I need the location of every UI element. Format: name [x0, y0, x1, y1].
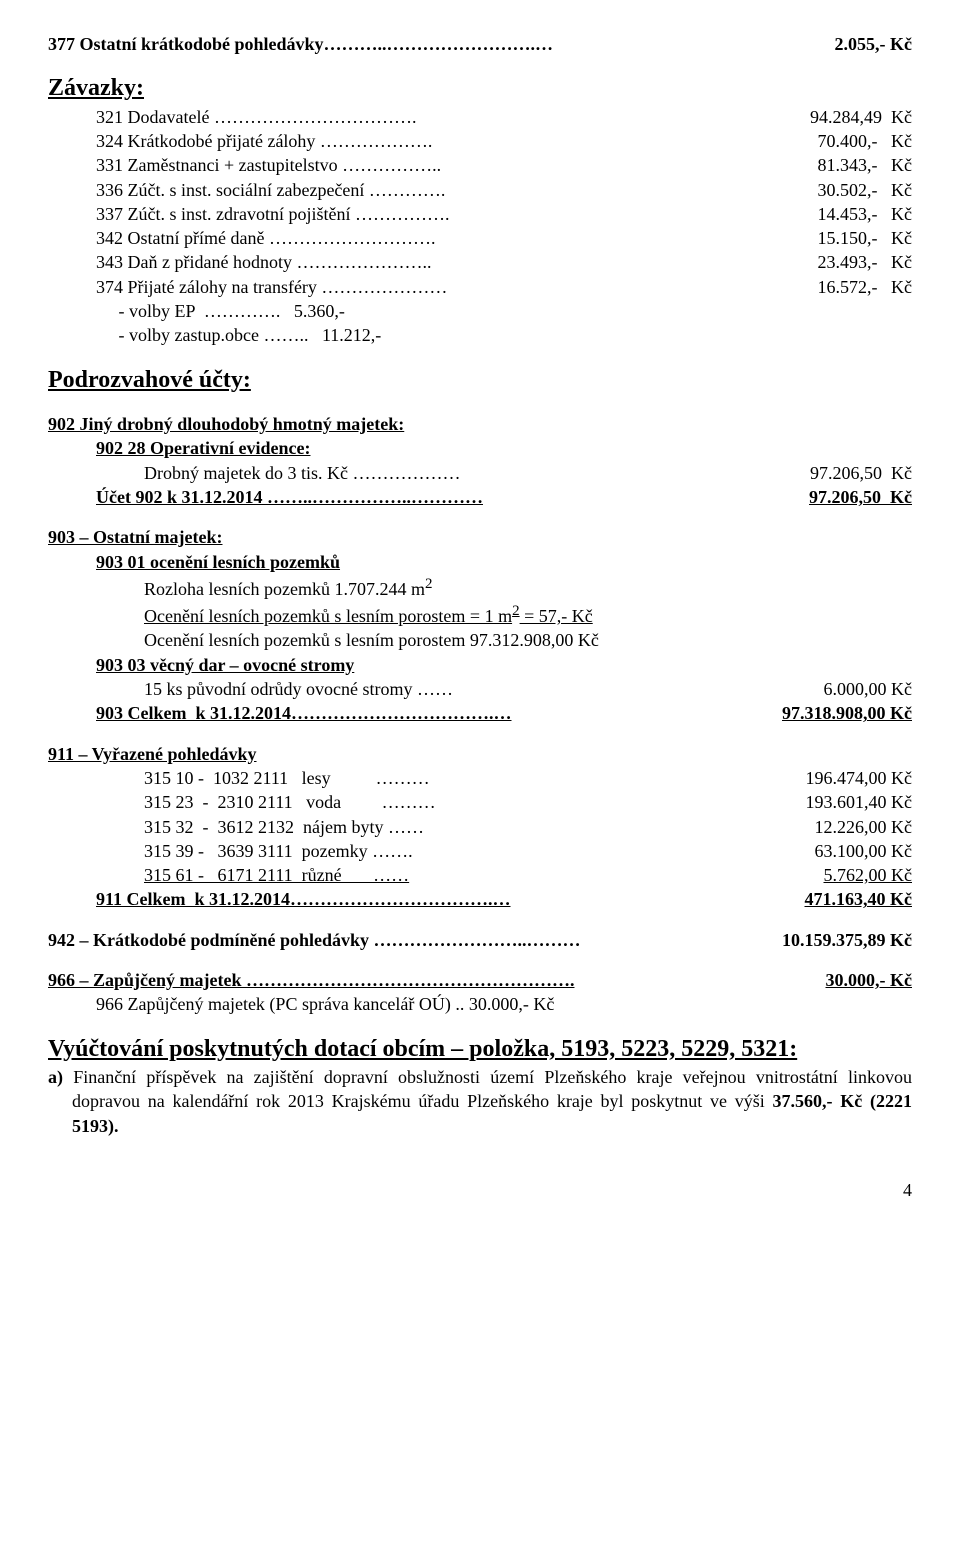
- line-ucet-902: Účet 902 k 31.12.2014 ……..……………..………… 97…: [48, 485, 912, 509]
- line-oceneni-celkem: Ocenění lesních pozemků s lesním poroste…: [48, 628, 912, 652]
- value: 70.400,- Kč: [818, 129, 912, 153]
- line-911-celkem: 911 Celkem k 31.12.2014…………………………….… 471…: [48, 887, 912, 911]
- label: - volby zastup.obce …….. 11.212,-: [96, 323, 381, 347]
- heading-vyuctovani: Vyúčtování poskytnutých dotací obcím – p…: [48, 1033, 912, 1065]
- line-966: 966 – Zapůjčený majetek ……………………………………………: [48, 968, 912, 992]
- value: 15.150,- Kč: [818, 226, 912, 250]
- line-911-voda: 315 23 - 2310 2111 voda ……… 193.601,40 K…: [48, 790, 912, 814]
- value: 5.762,00 Kč: [824, 863, 913, 887]
- heading-903-03: 903 03 věcný dar – ovocné stromy: [48, 653, 912, 677]
- sup: 2: [425, 576, 433, 592]
- line-903-celkem: 903 Celkem k 31.12.2014…………………………….… 97.…: [48, 701, 912, 725]
- line-rozloha: Rozloha lesních pozemků 1.707.244 m2: [48, 574, 912, 601]
- line-321: 321 Dodavatelé ……………………………. 94.284,49 Kč: [48, 105, 912, 129]
- value: 193.601,40 Kč: [806, 790, 913, 814]
- label: 331 Zaměstnanci + zastupitelstvo ……………..: [96, 153, 441, 177]
- value: 196.474,00 Kč: [806, 766, 913, 790]
- value: 97.206,50 Kč: [810, 461, 912, 485]
- heading-911: 911 – Vyřazené pohledávky: [48, 742, 912, 766]
- text: Rozloha lesních pozemků 1.707.244 m: [144, 579, 425, 599]
- label: 315 32 - 3612 2132 nájem byty ……: [144, 815, 424, 839]
- label: Drobný majetek do 3 tis. Kč ………………: [144, 461, 460, 485]
- line-337: 337 Zúčt. s inst. zdravotní pojištění ………: [48, 202, 912, 226]
- label: 315 39 - 3639 3111 pozemky …….: [144, 839, 413, 863]
- value: 471.163,40 Kč: [805, 887, 913, 911]
- heading-903-01: 903 01 ocenění lesních pozemků: [48, 550, 912, 574]
- value: 97.318.908,00 Kč: [782, 701, 912, 725]
- line-911-lesy: 315 10 - 1032 2111 lesy ……… 196.474,00 K…: [48, 766, 912, 790]
- heading-zavazky: Závazky:: [48, 72, 912, 104]
- label: 342 Ostatní přímé daně ……………………….: [96, 226, 435, 250]
- value: 30.000,- Kč: [826, 968, 912, 992]
- value: 6.000,00 Kč: [824, 677, 913, 701]
- label: 343 Daň z přidané hodnoty …………………..: [96, 250, 431, 274]
- line-volby-ep: - volby EP …………. 5.360,-: [48, 299, 912, 323]
- page-number: 4: [48, 1178, 912, 1202]
- label: 315 10 - 1032 2111 lesy ………: [144, 766, 430, 790]
- label: 336 Zúčt. s inst. sociální zabezpečení ……: [96, 178, 445, 202]
- label: Účet 902 k 31.12.2014 ……..……………..…………: [96, 485, 483, 509]
- line-drobny-majetek: Drobný majetek do 3 tis. Kč ……………… 97.20…: [48, 461, 912, 485]
- label: 903 Celkem k 31.12.2014…………………………….…: [96, 701, 512, 725]
- heading-902-jiny: 902 Jiný drobný dlouhodobý hmotný majete…: [48, 412, 912, 436]
- label: 15 ks původní odrůdy ovocné stromy ……: [144, 677, 453, 701]
- label: 966 – Zapůjčený majetek ……………………………………………: [48, 968, 574, 992]
- line-911-ruzne: 315 61 - 6171 2111 různé …… 5.762,00 Kč: [48, 863, 912, 887]
- line-342: 342 Ostatní přímé daně ………………………. 15.150…: [48, 226, 912, 250]
- line-911-pozemky: 315 39 - 3639 3111 pozemky ……. 63.100,00…: [48, 839, 912, 863]
- text-b: = 57,- Kč: [520, 606, 593, 626]
- para-a-prefix: a): [48, 1067, 73, 1087]
- label: 911 Celkem k 31.12.2014…………………………….…: [96, 887, 511, 911]
- value: 14.453,- Kč: [818, 202, 912, 226]
- label: 377 Ostatní krátkodobé pohledávky………..………: [48, 32, 553, 56]
- line-331: 331 Zaměstnanci + zastupitelstvo ……………..…: [48, 153, 912, 177]
- value: 16.572,- Kč: [818, 275, 912, 299]
- heading-podrozvahove: Podrozvahové účty:: [48, 364, 912, 396]
- value: 63.100,00 Kč: [815, 839, 913, 863]
- label: 942 – Krátkodobé podmíněné pohledávky ………: [48, 928, 581, 952]
- value: 30.502,- Kč: [818, 178, 912, 202]
- value: 23.493,- Kč: [818, 250, 912, 274]
- label: 374 Přijaté zálohy na transféry …………………: [96, 275, 447, 299]
- line-324: 324 Krátkodobé přijaté zálohy ………………. 70…: [48, 129, 912, 153]
- label: 315 61 - 6171 2111 různé ……: [144, 863, 409, 887]
- value: 97.206,50 Kč: [809, 485, 912, 509]
- text-a: Ocenění lesních pozemků s lesním poroste…: [144, 606, 512, 626]
- label: 321 Dodavatelé …………………………….: [96, 105, 416, 129]
- value: 10.159.375,89 Kč: [782, 928, 912, 952]
- heading-902-28: 902 28 Operativní evidence:: [48, 436, 912, 460]
- value: 12.226,00 Kč: [815, 815, 913, 839]
- label: 337 Zúčt. s inst. zdravotní pojištění ………: [96, 202, 449, 226]
- line-336: 336 Zúčt. s inst. sociální zabezpečení ……: [48, 178, 912, 202]
- heading-903: 903 – Ostatní majetek:: [48, 525, 912, 549]
- line-966-detail: 966 Zapůjčený majetek (PC správa kancelá…: [48, 992, 912, 1016]
- label: - volby EP …………. 5.360,-: [96, 299, 345, 323]
- line-volby-obce: - volby zastup.obce …….. 11.212,-: [48, 323, 912, 347]
- value: 81.343,- Kč: [818, 153, 912, 177]
- sup: 2: [512, 603, 520, 619]
- label: 324 Krátkodobé přijaté zálohy ……………….: [96, 129, 432, 153]
- line-343: 343 Daň z přidané hodnoty ………………….. 23.4…: [48, 250, 912, 274]
- value: 94.284,49 Kč: [810, 105, 912, 129]
- label: 315 23 - 2310 2111 voda ………: [144, 790, 436, 814]
- line-942: 942 – Krátkodobé podmíněné pohledávky ………: [48, 928, 912, 952]
- line-377: 377 Ostatní krátkodobé pohledávky………..………: [48, 32, 912, 56]
- line-oceneni-1m2: Ocenění lesních pozemků s lesním poroste…: [48, 601, 912, 628]
- line-374: 374 Přijaté zálohy na transféry ………………… …: [48, 275, 912, 299]
- line-ovocne-stromy: 15 ks původní odrůdy ovocné stromy …… 6.…: [48, 677, 912, 701]
- para-a: a) Finanční příspěvek na zajištění dopra…: [48, 1065, 912, 1138]
- value: 2.055,- Kč: [835, 32, 912, 56]
- line-911-najem: 315 32 - 3612 2132 nájem byty …… 12.226,…: [48, 815, 912, 839]
- fill: [553, 32, 834, 56]
